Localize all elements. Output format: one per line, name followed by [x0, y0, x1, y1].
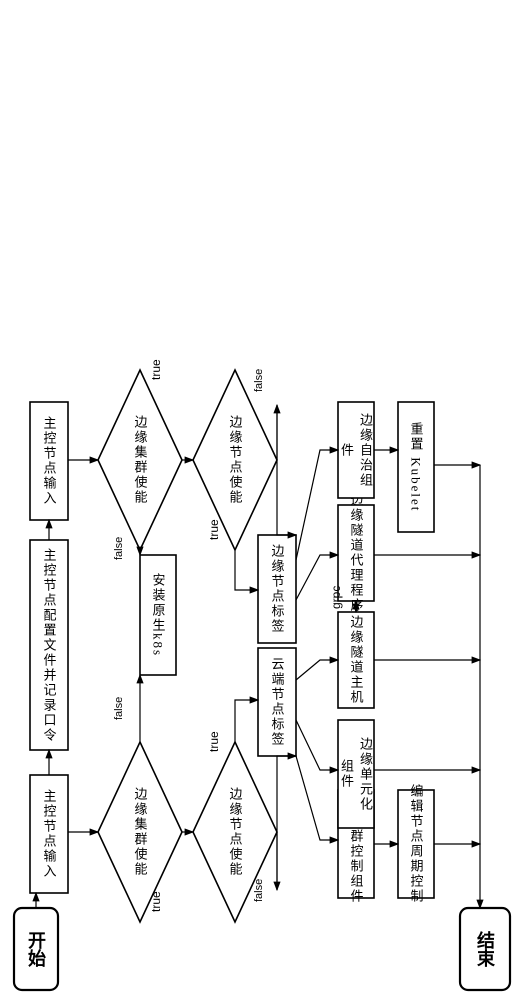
- edge-cloud-to-unit: [296, 720, 338, 770]
- edge-cloud-to-clusterctrl: [296, 756, 338, 840]
- box-master_in_bot: 主控节点输入: [30, 341, 68, 581]
- svg-text:false: false: [253, 369, 265, 392]
- diamond-cluster_en_top: 边缘集群使能: [98, 712, 182, 952]
- box-self_gov: 边缘自治组件: [336, 330, 376, 570]
- flowchart-canvas: 开始结束主控节点输入主控节点配置文件并记录口令主控节点输入安装原生k8s云端节点…: [0, 0, 523, 1000]
- svg-text:true: true: [207, 731, 221, 752]
- svg-text:true: true: [149, 359, 163, 380]
- svg-text:false: false: [113, 537, 125, 560]
- edge-edge-to-selfgov: [296, 450, 338, 560]
- svg-text:true: true: [149, 891, 163, 912]
- svg-text:false: false: [113, 697, 125, 720]
- edge-cloud-to-tunnelhost: [296, 660, 338, 680]
- end-terminal: 结束: [460, 829, 510, 1000]
- box-edit_period: 编辑节点周期控制: [398, 724, 434, 964]
- svg-text:grpc: grpc: [329, 586, 343, 609]
- svg-text:true: true: [207, 519, 221, 540]
- svg-text:false: false: [253, 879, 265, 902]
- box-reset_kubelet: 重置 Kubelet: [398, 347, 434, 587]
